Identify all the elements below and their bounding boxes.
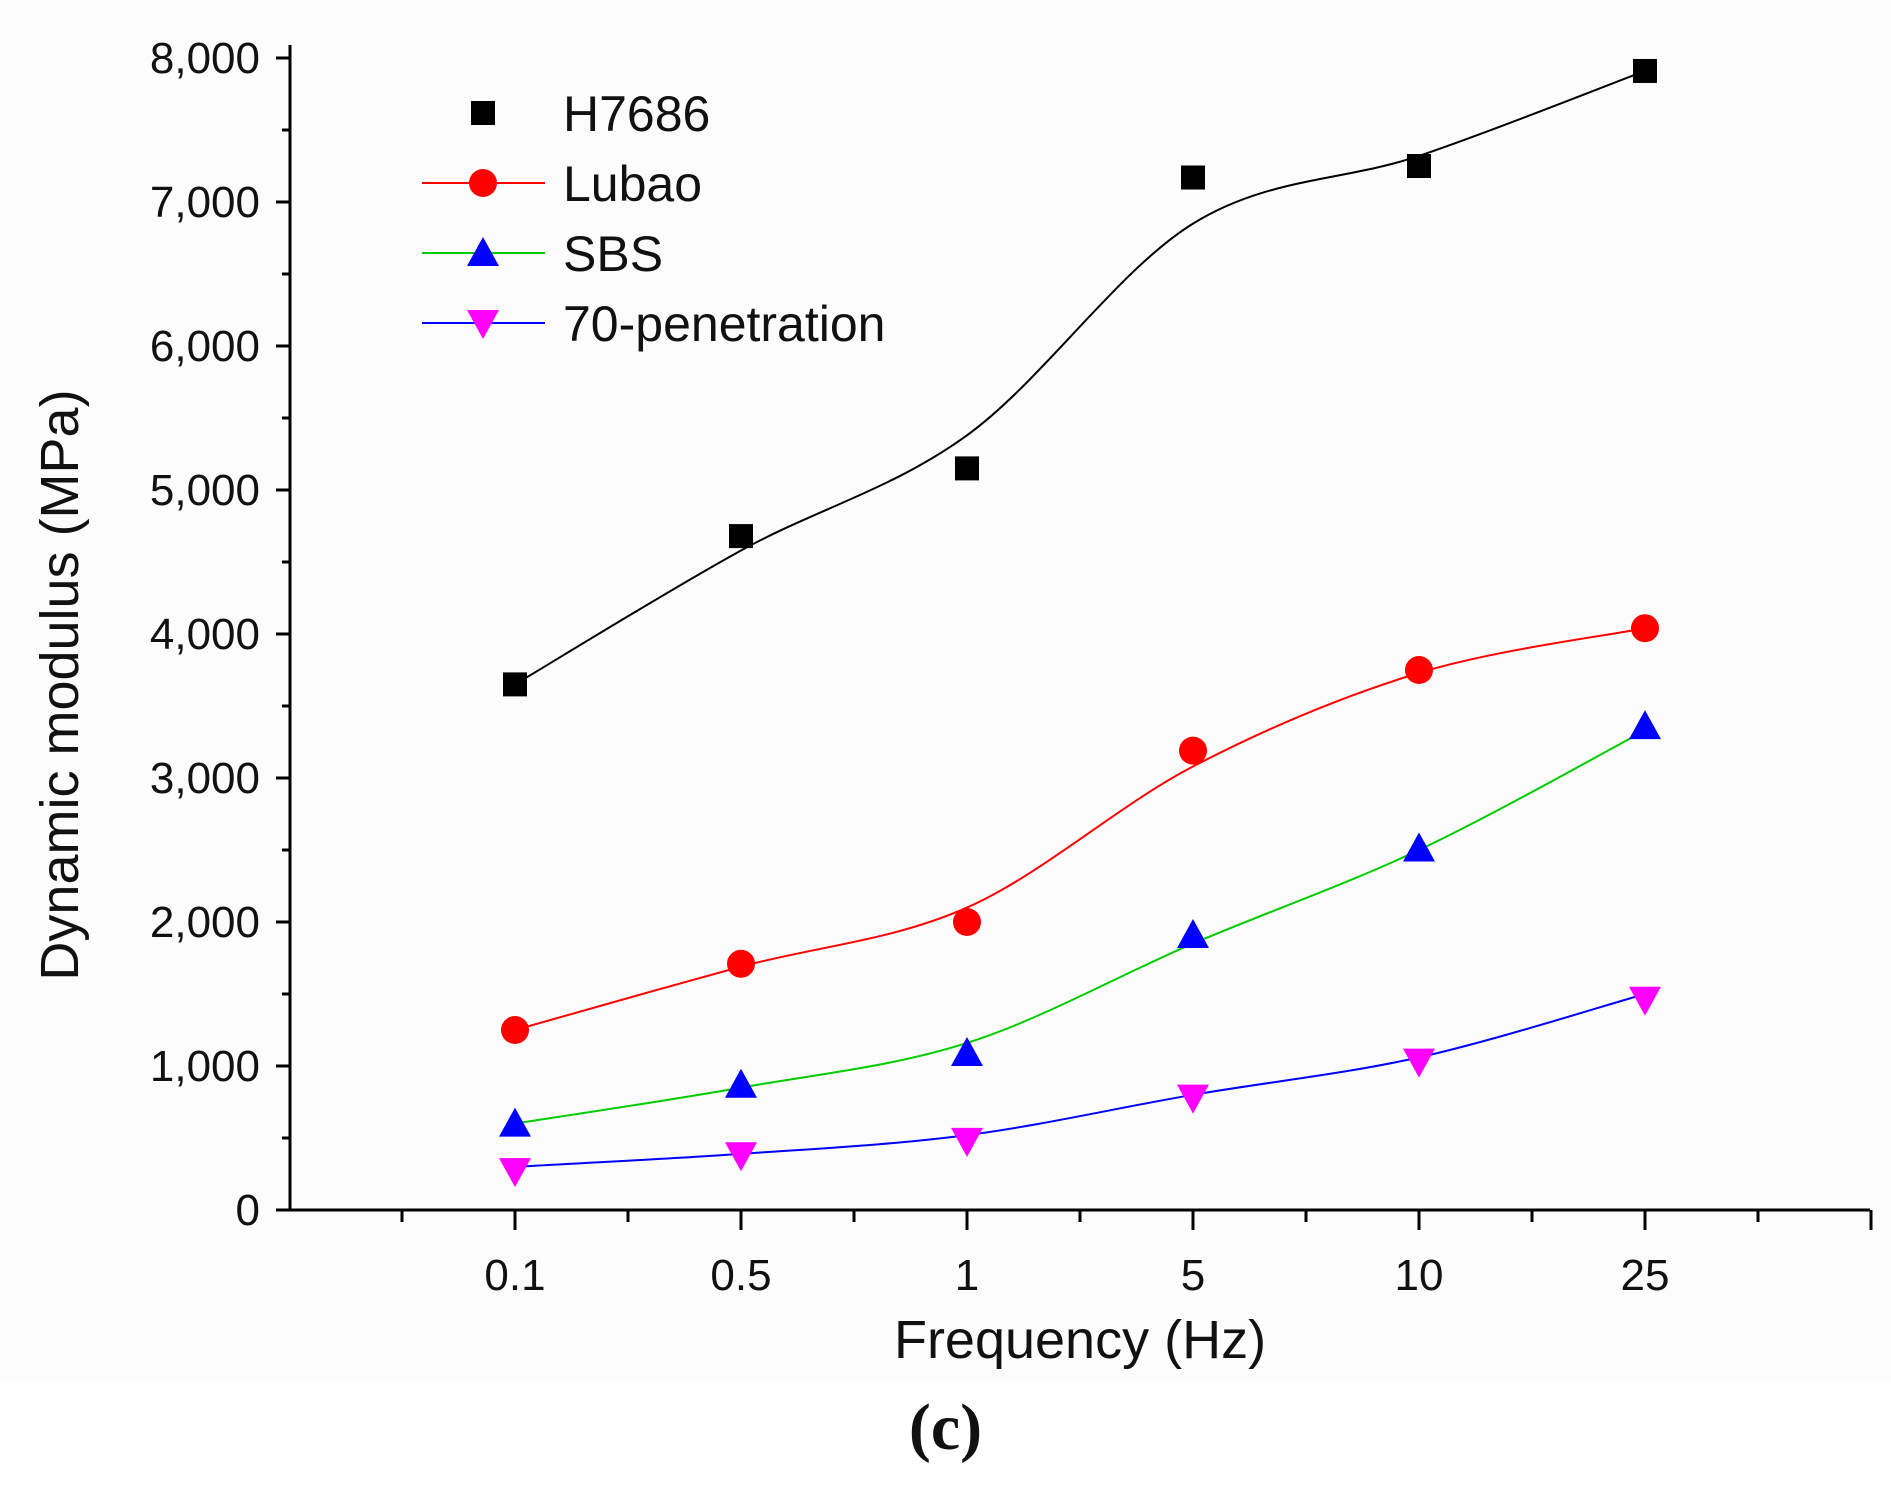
y-tick-label: 7,000	[150, 178, 260, 227]
data-point-h7686	[955, 456, 979, 481]
legend-marker-70-penetration	[467, 310, 499, 339]
data-point-h7686	[1181, 165, 1205, 190]
data-point-lubao	[1405, 656, 1433, 684]
legend-label-sbs: SBS	[563, 226, 663, 282]
x-tick-label: 10	[1395, 1251, 1444, 1300]
data-point-lubao	[727, 949, 755, 978]
data-point-h7686	[503, 672, 527, 697]
legend-marker-sbs	[467, 237, 499, 266]
legend-label-lubao: Lubao	[563, 156, 702, 212]
dynamic-modulus-chart: 0 1,000 2,000 3,000 4,000 5,000 6,000 7,000 8,00…	[30, 34, 1873, 1370]
data-point-lubao	[953, 908, 981, 936]
data-point-sbs	[1177, 918, 1209, 948]
x-tick-label: 1	[955, 1251, 979, 1300]
data-point-70-penetration	[725, 1142, 757, 1172]
data-point-lubao	[501, 1016, 529, 1044]
y-tick-label: 6,000	[150, 322, 260, 371]
y-tick-label: 2,000	[150, 898, 260, 947]
x-tick-label: 0.1	[484, 1251, 545, 1300]
legend-label-70-penetration: 70-penetration	[563, 296, 885, 352]
data-point-h7686	[729, 524, 753, 549]
data-point-sbs	[725, 1068, 757, 1098]
data-point-h7686	[1407, 154, 1431, 178]
data-point-sbs	[1629, 710, 1661, 740]
data-point-h7686	[1633, 58, 1657, 83]
y-tick-label: 3,000	[150, 754, 260, 803]
y-tick-label: 5,000	[150, 466, 260, 515]
data-point-sbs	[1403, 832, 1435, 862]
data-point-70-penetration	[1403, 1048, 1435, 1078]
data-point-70-penetration	[951, 1127, 983, 1157]
x-tick-label: 0.5	[710, 1251, 771, 1300]
x-axis-title: Frequency (Hz)	[894, 1310, 1266, 1370]
fit-line-70-penetration	[514, 993, 1646, 1168]
fit-line-lubao	[514, 627, 1646, 1031]
figure-caption: (c)	[908, 1391, 983, 1464]
data-point-sbs	[951, 1037, 983, 1067]
y-axis-title: Dynamic modulus (MPa)	[30, 389, 90, 980]
fit-line-sbs	[514, 729, 1646, 1125]
data-point-sbs	[499, 1107, 531, 1137]
x-tick-label: 25	[1621, 1251, 1670, 1300]
legend-marker-h7686	[471, 101, 495, 125]
data-point-lubao	[1631, 614, 1659, 643]
legend-label-h7686: H7686	[563, 86, 710, 142]
y-tick-label: 0	[236, 1186, 260, 1235]
plot-background	[0, 0, 1891, 1380]
y-tick-label: 8,000	[150, 34, 260, 83]
x-tick-label: 5	[1181, 1251, 1205, 1300]
fit-line-h7686	[514, 70, 1646, 686]
y-tick-label: 4,000	[150, 610, 260, 659]
legend-marker-lubao	[469, 169, 497, 197]
data-point-70-penetration	[499, 1158, 531, 1188]
y-tick-label: 1,000	[150, 1042, 260, 1091]
data-point-lubao	[1179, 736, 1207, 765]
data-point-70-penetration	[1629, 986, 1661, 1016]
data-point-70-penetration	[1177, 1084, 1209, 1114]
